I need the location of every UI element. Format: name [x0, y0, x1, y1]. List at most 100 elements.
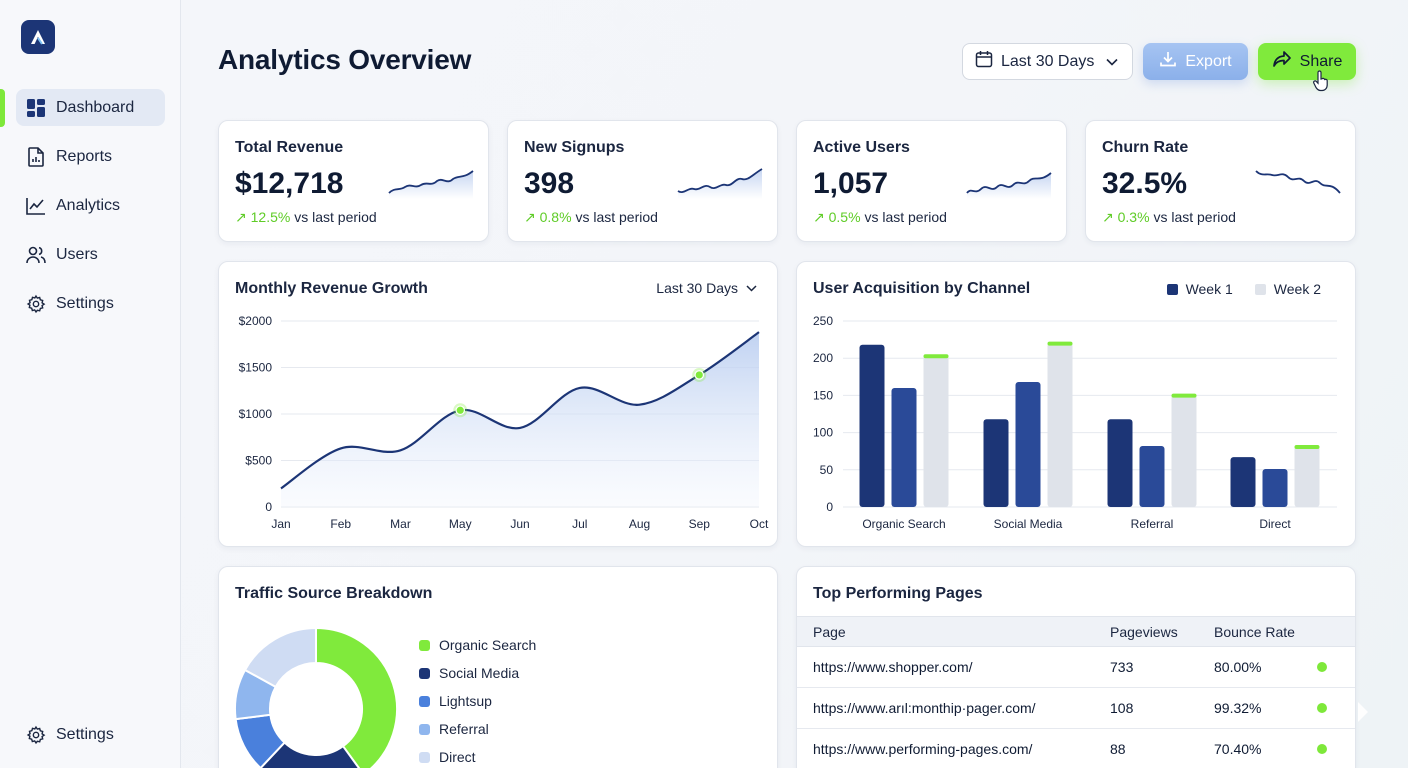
- kpi-title: Total Revenue: [235, 139, 344, 156]
- sidebar: Dashboard Reports Analytics Users Settin…: [0, 0, 181, 768]
- date-range-select[interactable]: Last 30 Days: [962, 43, 1133, 80]
- app-logo[interactable]: [21, 20, 55, 54]
- bar-cap: [1294, 444, 1320, 449]
- page-url[interactable]: https://www.shopper.com/: [813, 659, 973, 675]
- y-tick-label: $2000: [239, 314, 273, 328]
- bar[interactable]: [891, 387, 917, 507]
- trend-up-icon: ↗: [813, 209, 825, 225]
- legend-item: Week 2: [1254, 281, 1321, 297]
- legend-swatch: [1254, 283, 1266, 295]
- bar[interactable]: [923, 355, 949, 507]
- pie-slice[interactable]: [259, 741, 364, 768]
- table-row[interactable]: https://www.shopper.com/ 733 80.00%: [797, 647, 1355, 688]
- legend-label: Lightsup: [439, 693, 492, 709]
- x-tick-label: Jul: [572, 517, 587, 531]
- revenue-range-select[interactable]: Last 30 Days: [656, 280, 757, 296]
- x-tick-label: Oct: [750, 517, 769, 531]
- pie-slice[interactable]: [315, 626, 398, 768]
- revenue-area: [281, 332, 759, 507]
- data-point[interactable]: [694, 370, 705, 380]
- bar[interactable]: [1107, 419, 1133, 507]
- bar[interactable]: [1139, 445, 1165, 507]
- sidebar-item-reports[interactable]: Reports: [16, 138, 165, 175]
- bar[interactable]: [859, 344, 885, 507]
- kpi-delta: ↗ 0.5% vs last period: [813, 209, 947, 226]
- bar[interactable]: [1171, 394, 1197, 507]
- chevron-down-icon: [1106, 53, 1118, 71]
- kpi-card-churn-rate: Churn Rate 32.5% ↗ 0.3% vs last period: [1085, 120, 1356, 242]
- table-header: Page Pageviews Bounce Rate: [797, 616, 1355, 647]
- kpi-delta: ↗ 12.5% vs last period: [235, 209, 377, 226]
- legend-item: Week 1: [1166, 281, 1233, 297]
- bar[interactable]: [1230, 457, 1256, 507]
- line-chart-icon: [26, 196, 46, 216]
- acquisition-legend: Week 1 Week 2: [1166, 281, 1321, 297]
- kpi-delta-value: 0.3%: [1117, 209, 1150, 225]
- column-header-pageviews[interactable]: Pageviews: [1110, 623, 1178, 640]
- sidebar-item-dashboard[interactable]: Dashboard: [16, 89, 165, 126]
- bar[interactable]: [1015, 382, 1041, 507]
- sidebar-item-label: Users: [56, 245, 98, 263]
- sidebar-item-users[interactable]: Users: [16, 236, 165, 273]
- kpi-value: $12,718: [235, 167, 344, 200]
- kpi-card-total-revenue: Total Revenue $12,718 ↗ 12.5% vs last pe…: [218, 120, 489, 242]
- pageviews-value: 108: [1110, 700, 1134, 716]
- revenue-chart-card: Monthly Revenue Growth Last 30 Days $200…: [218, 261, 778, 547]
- revenue-line: [280, 331, 760, 490]
- x-tick-label: Jan: [271, 517, 290, 531]
- column-header-page[interactable]: Page: [813, 623, 846, 640]
- legend-item: Social Media: [419, 659, 536, 687]
- table-row[interactable]: https://www.arıl:monthip·pager.com/ 108 …: [797, 688, 1355, 729]
- y-tick-label: 150: [813, 388, 833, 402]
- share-label: Share: [1299, 52, 1343, 70]
- column-header-bounce-rate[interactable]: Bounce Rate: [1214, 623, 1295, 640]
- page-url[interactable]: https://www.performing-pages.com/: [813, 741, 1033, 757]
- kpi-delta-suffix: vs last period: [1153, 209, 1236, 225]
- legend-swatch: [419, 639, 430, 651]
- x-tick-label: Direct: [1259, 517, 1291, 531]
- legend-item: Direct: [419, 743, 536, 768]
- x-tick-label: Aug: [629, 517, 650, 531]
- bounce-rate-value: 70.40%: [1214, 741, 1262, 757]
- date-range-label: Last 30 Days: [1001, 52, 1095, 70]
- data-point[interactable]: [455, 405, 466, 416]
- dashboard-icon: [26, 98, 46, 118]
- document-icon: [26, 146, 46, 167]
- x-tick-label: Mar: [390, 517, 411, 531]
- x-tick-label: Jun: [510, 517, 529, 531]
- bounce-rate-value: 99.32%: [1214, 700, 1262, 716]
- sidebar-footer-settings[interactable]: Settings: [16, 716, 165, 753]
- table-row[interactable]: https://www.performing-pages.com/ 88 70.…: [797, 729, 1355, 768]
- traffic-donut-chart: [234, 626, 398, 768]
- y-tick-label: $1000: [239, 407, 273, 421]
- bar[interactable]: [1047, 342, 1073, 507]
- pie-slice[interactable]: [243, 626, 317, 689]
- share-button[interactable]: Share: [1258, 43, 1356, 80]
- sidebar-item-settings[interactable]: Settings: [16, 285, 165, 322]
- x-tick-label: Referral: [1131, 517, 1174, 531]
- kpi-delta-value: 0.8%: [539, 209, 572, 225]
- bar[interactable]: [1294, 445, 1320, 507]
- page-title: Analytics Overview: [218, 44, 472, 75]
- kpi-delta-suffix: vs last period: [864, 209, 947, 225]
- trend-up-icon: ↗: [524, 209, 536, 225]
- top-pages-card: Top Performing Pages Page Pageviews Boun…: [796, 566, 1356, 768]
- chart-title: Top Performing Pages: [813, 585, 983, 602]
- y-tick-label: $500: [245, 454, 272, 468]
- share-arrow-icon: [1272, 50, 1292, 73]
- status-dot: [1317, 662, 1327, 672]
- bar[interactable]: [983, 419, 1009, 507]
- chevron-right-icon[interactable]: [1356, 700, 1370, 724]
- legend-swatch: [419, 667, 430, 679]
- export-button[interactable]: Export: [1143, 43, 1248, 80]
- bar-cap: [1047, 341, 1073, 346]
- legend-item: Organic Search: [419, 631, 536, 659]
- legend-label: Week 1: [1185, 281, 1233, 297]
- page-url[interactable]: https://www.arıl:monthip·pager.com/: [813, 700, 1036, 716]
- x-tick-label: May: [449, 517, 472, 531]
- legend-swatch: [419, 695, 430, 707]
- sidebar-item-analytics[interactable]: Analytics: [16, 187, 165, 224]
- kpi-delta-suffix: vs last period: [294, 209, 377, 225]
- bar[interactable]: [1262, 469, 1288, 507]
- chevron-down-icon: [746, 284, 757, 292]
